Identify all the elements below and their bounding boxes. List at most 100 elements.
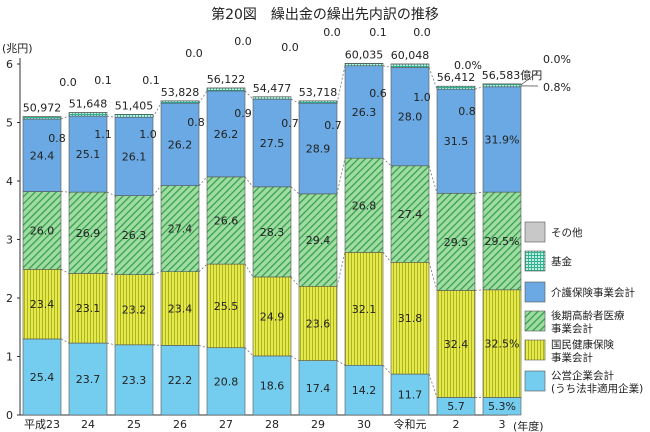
bar-total-label: 54,477 (253, 82, 292, 95)
bar-segment (344, 63, 384, 67)
connector-line (244, 176, 254, 188)
other-callout-label: 0.1 (369, 26, 387, 39)
bar-segment (114, 195, 154, 275)
connector-line (152, 344, 162, 346)
x-tick-label: 26 (173, 418, 187, 431)
other-callout-label: 0.0 (323, 26, 341, 39)
bar-segment (68, 115, 108, 193)
x-tick-label: 27 (219, 418, 233, 431)
bar-segment (114, 274, 154, 346)
bar-segment (482, 289, 522, 398)
legend-swatch (524, 281, 546, 303)
connector-line (336, 65, 346, 104)
fund-callout-label: 0.8 (48, 132, 66, 145)
bar-segment (344, 252, 384, 366)
connector-line (290, 186, 300, 195)
fund-callout-label: 0.8% (543, 81, 571, 94)
bar-segment (206, 263, 246, 349)
segment-label: 25.1 (76, 148, 101, 161)
legend-label-line: 介護保険事業会計 (551, 286, 635, 299)
bar-segment (22, 338, 62, 416)
segment-label: 26.2 (168, 138, 193, 151)
y-tick-label: 0 (6, 409, 13, 422)
bar-segment (436, 88, 476, 194)
legend-swatch (524, 339, 546, 361)
segment-label: 20.8 (214, 375, 239, 388)
segment-label: 31.8 (398, 312, 423, 325)
segment-label: 29.5 (444, 236, 469, 249)
y-tick-label: 4 (6, 175, 13, 188)
legend: その他基金介護保険事業会計後期高齢者医療事業会計国民健康保険事業会計公営企業会計… (524, 221, 643, 395)
bar-segment (206, 347, 246, 416)
bar-segment (298, 285, 338, 361)
legend-label-line: 国民健康保険 (551, 338, 614, 351)
segment-label: 17.4 (306, 382, 331, 395)
bar-segment (206, 87, 246, 92)
y-tick-label: 1 (6, 351, 13, 364)
connector-line (106, 191, 116, 196)
legend-label: 公営企業会計(うち法非適用企業) (551, 369, 643, 395)
segment-label: 28.3 (260, 226, 285, 239)
bar-segment (68, 112, 108, 117)
legend-swatch (524, 370, 546, 392)
segment-label: 26.3 (352, 106, 377, 119)
bars (22, 63, 522, 416)
segment-label: 18.6 (260, 379, 285, 392)
connector-line (336, 158, 346, 194)
connector-line (106, 115, 116, 118)
fund-callout-label: 0.8 (187, 116, 205, 129)
other-callout-label: 0.0% (454, 59, 482, 72)
other-callout-label: 0.0 (59, 76, 77, 89)
legend-label: 国民健康保険事業会計 (551, 338, 614, 364)
fund-callout-label: 0.6 (369, 87, 387, 100)
connector-line (336, 360, 346, 366)
fund-callout-label: 0.7 (281, 117, 299, 130)
bar-segment (160, 271, 200, 346)
legend-label-line: 基金 (551, 255, 572, 268)
bar-total-label: 51,648 (69, 98, 108, 111)
bar-total-label: 56,412 (437, 71, 476, 84)
connector-line (152, 271, 162, 275)
bar-segment (22, 116, 62, 120)
x-axis-unit: (年度) (513, 419, 544, 432)
segment-label: 23.1 (76, 302, 101, 315)
bar-segment (436, 290, 476, 398)
bar-segment (252, 98, 292, 188)
connector-line (336, 252, 346, 287)
connector-line (198, 263, 208, 272)
connector-lines (60, 65, 484, 398)
bar-segment (160, 100, 200, 104)
fund-callout-label: 1.0 (413, 91, 431, 104)
bar-segment (482, 83, 522, 88)
bar-segment (22, 269, 62, 340)
other-callout-label: 0.0 (413, 26, 431, 39)
segment-label: 26.1 (122, 150, 147, 163)
bar-segment (390, 63, 430, 68)
bar-segment (390, 262, 430, 375)
y-tick-label: 5 (6, 117, 13, 130)
bar-segment (298, 193, 338, 287)
bar-total-label: 56,122 (207, 73, 246, 86)
legend-swatch (524, 221, 546, 243)
connector-line (60, 115, 70, 120)
bar-segment (390, 67, 430, 167)
bar-segment (252, 96, 292, 100)
connector-line (382, 157, 392, 167)
y-tick-label: 2 (6, 292, 13, 305)
x-tick-label: 平成23 (24, 418, 60, 431)
connector-line (244, 347, 254, 357)
segment-label: 26.6 (214, 214, 239, 227)
bar-segment (252, 276, 292, 357)
bar-segment (206, 90, 246, 178)
segment-label: 31.5 (444, 135, 469, 148)
segment-label: 32.5% (485, 338, 520, 351)
connector-line (290, 355, 300, 361)
connector-line (474, 86, 484, 90)
bar-segment (160, 345, 200, 416)
bar-segment (160, 185, 200, 272)
fund-callout-label: 1.1 (94, 128, 112, 141)
segment-label: 25.5 (214, 300, 239, 313)
bar-segment (344, 157, 384, 253)
connector-line (428, 373, 438, 398)
